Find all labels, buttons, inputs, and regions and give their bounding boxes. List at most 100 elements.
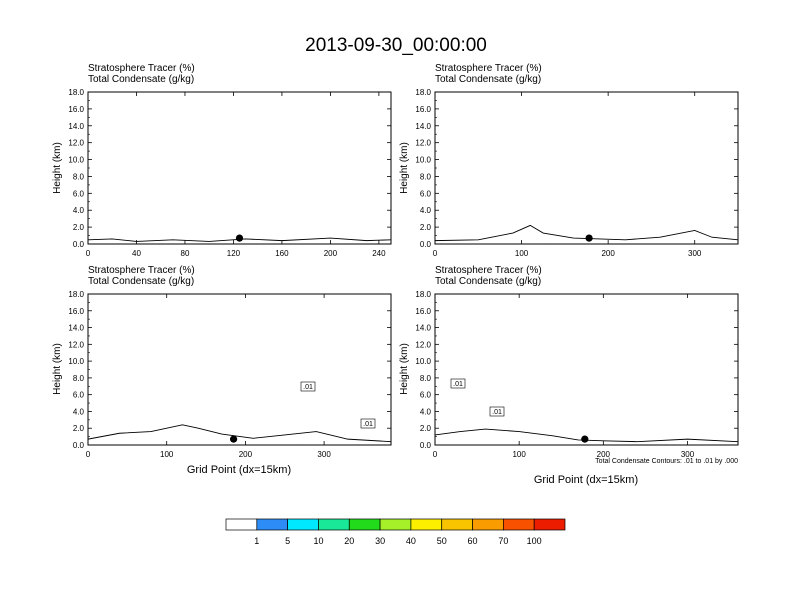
y-tick-label: 4.0 xyxy=(420,407,432,416)
y-tick-label: 14.0 xyxy=(415,324,431,333)
panel-sw-ne: Stratosphere Tracer (%) Total Condensate… xyxy=(399,63,739,258)
x-axis-label: Grid Point (dx=15km) xyxy=(187,464,291,476)
y-tick-label: 8.0 xyxy=(73,172,85,181)
y-tick-label: 4.0 xyxy=(73,206,85,215)
y-tick-label: 6.0 xyxy=(73,189,85,198)
x-tick-label: 0 xyxy=(86,450,91,459)
colorbar-swatch xyxy=(533,518,566,531)
y-tick-label: 8.0 xyxy=(420,374,432,383)
panel-region-label: NW-SE xyxy=(460,299,493,310)
y-axis-label: Height (km) xyxy=(52,142,63,194)
x-tick-label: 300 xyxy=(317,450,331,459)
panel-south-north: Stratosphere Tracer (%) Total Condensate… xyxy=(52,63,392,258)
x-tick-label: 0 xyxy=(433,450,438,459)
colorbar-swatch xyxy=(287,518,319,531)
panel-title-line2: Total Condensate (g/kg) xyxy=(88,74,194,85)
y-tick-label: 6.0 xyxy=(420,391,432,400)
colorbar-label: 40 xyxy=(406,536,416,546)
colorbar-swatch xyxy=(441,518,473,531)
y-tick-label: 0.0 xyxy=(73,441,85,450)
x-tick-label: 100 xyxy=(160,450,174,459)
y-tick-label: 8.0 xyxy=(420,172,432,181)
location-marker xyxy=(585,234,593,242)
y-tick-label: 14.0 xyxy=(68,324,84,333)
terrain-contour xyxy=(435,428,738,443)
y-tick-label: 2.0 xyxy=(420,223,432,232)
y-tick-label: 18.0 xyxy=(68,290,84,299)
y-tick-label: 10.0 xyxy=(415,156,431,165)
y-tick-label: 18.0 xyxy=(415,88,431,97)
colorbar-swatch xyxy=(503,518,535,531)
colorbar-swatch xyxy=(379,518,412,531)
y-tick-label: 0.0 xyxy=(73,240,85,249)
plot-area xyxy=(435,294,738,445)
svg-text:.01: .01 xyxy=(363,421,373,428)
y-tick-label: 16.0 xyxy=(415,307,431,316)
y-axis-label: Height (km) xyxy=(399,142,410,194)
x-tick-label: 100 xyxy=(512,450,526,459)
tracer-band-10 xyxy=(88,294,391,445)
colorbar-label: 1 xyxy=(254,536,259,546)
colorbar-swatch xyxy=(348,518,381,531)
x-tick-label: 40 xyxy=(132,249,141,258)
y-tick-label: 12.0 xyxy=(415,340,431,349)
x-tick-label: 240 xyxy=(372,249,386,258)
location-marker xyxy=(581,435,589,443)
x-tick-label: 160 xyxy=(275,249,289,258)
y-tick-label: 2.0 xyxy=(73,424,85,433)
panel-nw-se: Stratosphere Tracer (%) Total Condensate… xyxy=(399,265,739,486)
panel-title-line1: Stratosphere Tracer (%) xyxy=(88,265,195,276)
svg-text:.01: .01 xyxy=(303,384,313,391)
x-tick-label: 80 xyxy=(181,249,190,258)
tracer-band-10 xyxy=(435,92,738,244)
contour-label: .01 xyxy=(300,381,316,392)
colorbar-label: 100 xyxy=(527,536,542,546)
x-tick-label: 200 xyxy=(601,249,615,258)
contour-footnote: Total Condensate Contours: .01 to .01 by… xyxy=(595,458,738,465)
y-tick-label: 2.0 xyxy=(73,223,85,232)
panel-region-label: SW-NE xyxy=(460,98,493,109)
y-tick-label: 16.0 xyxy=(68,307,84,316)
plot-area xyxy=(88,294,391,445)
y-tick-label: 14.0 xyxy=(68,122,84,131)
colorbar-label: 5 xyxy=(285,536,290,546)
y-axis-label: Height (km) xyxy=(399,343,410,395)
x-tick-label: 200 xyxy=(597,450,611,459)
y-tick-label: 14.0 xyxy=(415,122,431,131)
colorbar-label: 20 xyxy=(344,536,354,546)
colorbar: 1 5 10 20 30 40 50 60 70 100 xyxy=(225,518,566,546)
x-tick-label: 300 xyxy=(681,450,695,459)
colorbar-label: 30 xyxy=(375,536,385,546)
terrain-contour xyxy=(435,224,738,242)
x-axis-label: Grid Point (dx=15km) xyxy=(534,474,638,486)
location-marker xyxy=(235,234,244,242)
y-tick-label: 6.0 xyxy=(420,189,432,198)
y-tick-label: 2.0 xyxy=(420,424,432,433)
y-tick-label: 12.0 xyxy=(68,340,84,349)
colorbar-swatch xyxy=(410,518,443,531)
panel-title-line2: Total Condensate (g/kg) xyxy=(435,74,541,85)
panel-region-label: South-North xyxy=(124,98,178,109)
colorbar-swatch xyxy=(225,518,258,531)
tracer-band-10 xyxy=(88,92,391,244)
panel-title-line1: Stratosphere Tracer (%) xyxy=(435,63,542,74)
contour-label: .01 xyxy=(360,418,376,429)
y-tick-label: 6.0 xyxy=(73,391,85,400)
tracer-band-10 xyxy=(435,294,738,445)
terrain-contour xyxy=(88,424,391,443)
y-tick-label: 10.0 xyxy=(68,156,84,165)
contour-label: .01 xyxy=(489,406,505,417)
y-axis-label: Height (km) xyxy=(52,343,63,395)
y-tick-label: 16.0 xyxy=(415,105,431,114)
x-tick-label: 120 xyxy=(227,249,241,258)
y-tick-label: 12.0 xyxy=(415,139,431,148)
y-tick-label: 8.0 xyxy=(73,374,85,383)
panel-title-line2: Total Condensate (g/kg) xyxy=(88,276,194,287)
panel-west-east: Stratosphere Tracer (%) Total Condensate… xyxy=(52,265,392,476)
x-tick-label: 300 xyxy=(688,249,702,258)
y-tick-label: 0.0 xyxy=(420,240,432,249)
colorbar-label: 60 xyxy=(468,536,478,546)
y-tick-label: 12.0 xyxy=(68,139,84,148)
panel-title-line1: Stratosphere Tracer (%) xyxy=(88,63,195,74)
